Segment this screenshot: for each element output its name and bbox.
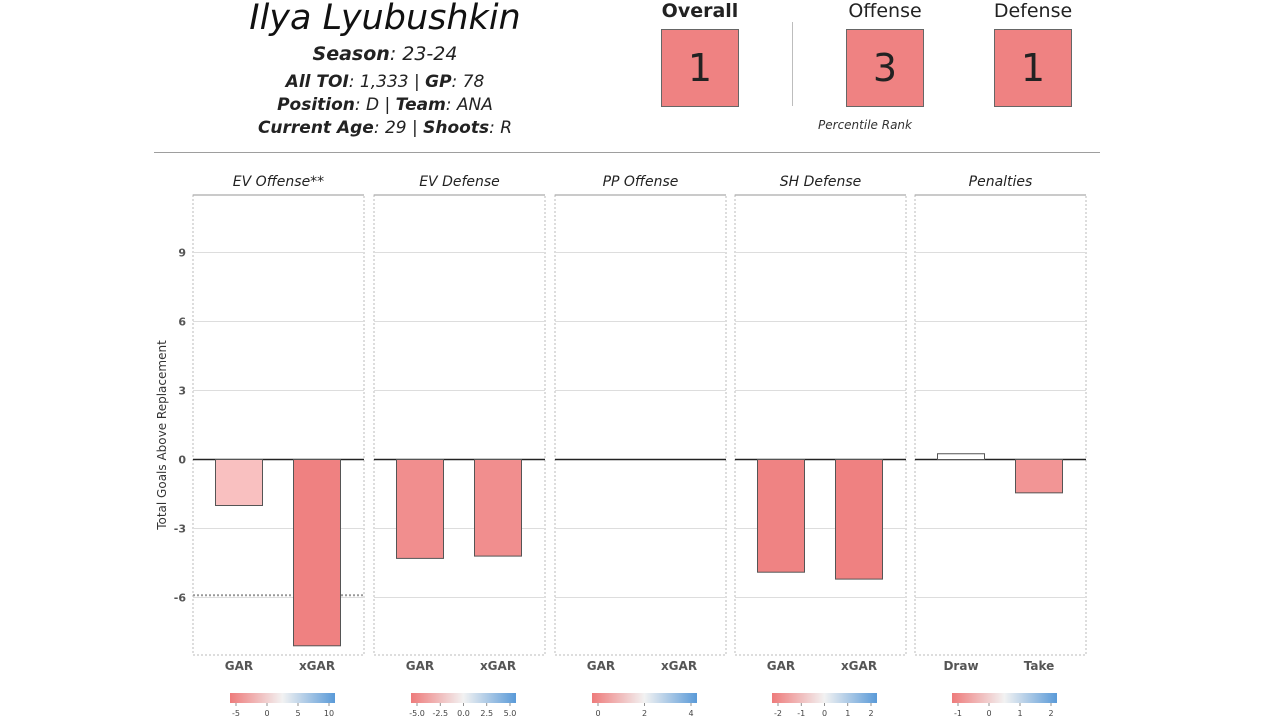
x-tick-label: GAR (767, 659, 795, 673)
color-scale-label: 0.0 (457, 709, 470, 718)
color-scale-label: 0 (986, 709, 991, 718)
color-scale-bar (952, 693, 1057, 703)
color-scale-label: -2 (774, 709, 782, 718)
y-tick-label: -3 (174, 523, 186, 536)
color-scale-bar (230, 693, 335, 703)
bar (937, 453, 985, 460)
color-scale-label: 2.5 (480, 709, 493, 718)
y-tick-label: 3 (178, 385, 186, 398)
season-value: : 23-24 (389, 43, 458, 65)
bar (293, 459, 341, 647)
color-scale-label: 1 (845, 709, 850, 718)
player-name: Ilya Lyubushkin (249, 0, 521, 38)
panel-title: PP Offense (603, 174, 679, 190)
position-value: : D | (354, 95, 396, 115)
season-label: Season (312, 43, 390, 65)
panel-frame (373, 194, 546, 656)
bar (215, 459, 263, 506)
panel-title: EV Defense (419, 174, 500, 190)
toi-value: : 1,333 | (348, 72, 426, 92)
percentile-rank-label: Percentile Rank (818, 118, 912, 132)
y-tick-label: -6 (174, 592, 187, 605)
gp-value: : 78 (451, 72, 485, 92)
color-scale-label: 5 (295, 709, 300, 718)
panel-title: Penalties (969, 174, 1033, 190)
color-scale-label: 4 (688, 709, 693, 718)
position-line: Position: D | Team: ANA (185, 95, 585, 115)
season-line: Season: 23-24 (185, 43, 585, 65)
team-label: Team (395, 95, 446, 115)
x-tick-label: GAR (587, 659, 615, 673)
color-scale-label: -5.0 (409, 709, 425, 718)
rank-divider (792, 22, 793, 106)
age-label: Current Age (257, 118, 374, 138)
offense-label: Offense (848, 0, 922, 22)
defense-label: Defense (993, 0, 1073, 22)
bar (474, 459, 522, 557)
color-scale-label: 2 (1048, 709, 1053, 718)
bar (835, 459, 883, 580)
position-label: Position (277, 95, 355, 115)
x-tick-label: GAR (225, 659, 253, 673)
color-scale-bar (592, 693, 697, 703)
y-axis-label: Total Goals Above Replacement (155, 340, 169, 531)
panel-title: EV Offense** (233, 174, 324, 190)
color-scale-label: -1 (797, 709, 805, 718)
color-scale-label: 0 (264, 709, 269, 718)
color-scale-label: 2 (868, 709, 873, 718)
panel-frame (554, 194, 727, 656)
offense-rank-box: 3 (846, 29, 924, 107)
x-tick-label: Draw (943, 659, 978, 673)
gp-label: GP (425, 72, 452, 92)
color-scale-label: 5.0 (504, 709, 517, 718)
age-line: Current Age: 29 | Shoots: R (185, 118, 585, 138)
color-scale-bar (772, 693, 877, 703)
y-tick-label: 6 (178, 316, 186, 329)
color-scale-label: 10 (324, 709, 334, 718)
color-scale-label: 1 (1017, 709, 1022, 718)
overall-rank-box: 1 (661, 29, 739, 107)
x-tick-label: xGAR (299, 659, 335, 673)
color-scale-label: 0 (822, 709, 827, 718)
color-scale-label: -2.5 (432, 709, 448, 718)
player-header: Ilya Lyubushkin Season: 23-24 All TOI: 1… (0, 0, 1280, 150)
x-tick-label: xGAR (841, 659, 877, 673)
y-tick-label: 0 (178, 454, 186, 467)
panel-frame (914, 194, 1087, 656)
bar (1015, 459, 1063, 494)
x-tick-label: GAR (406, 659, 434, 673)
overall-label: Overall (661, 0, 739, 22)
age-value: : 29 | (373, 118, 424, 138)
defense-rank-box: 1 (994, 29, 1072, 107)
panel-frame (734, 194, 907, 656)
color-scale-label: 2 (642, 709, 647, 718)
toi-label: All TOI (285, 72, 349, 92)
bar (757, 459, 805, 573)
shoots-value: : R (489, 118, 513, 138)
color-scale-label: -1 (954, 709, 962, 718)
toi-line: All TOI: 1,333 | GP: 78 (185, 72, 585, 92)
header-divider (154, 152, 1100, 153)
color-scale-label: 0 (595, 709, 600, 718)
shoots-label: Shoots (423, 118, 490, 138)
x-tick-label: xGAR (480, 659, 516, 673)
color-scale-bar (411, 693, 516, 703)
x-tick-label: Take (1024, 659, 1055, 673)
bar (396, 459, 444, 559)
color-scale-label: -5 (232, 709, 240, 718)
x-tick-label: xGAR (661, 659, 697, 673)
team-value: : ANA (445, 95, 493, 115)
y-tick-label: 9 (178, 247, 186, 260)
panel-title: SH Defense (780, 174, 862, 190)
